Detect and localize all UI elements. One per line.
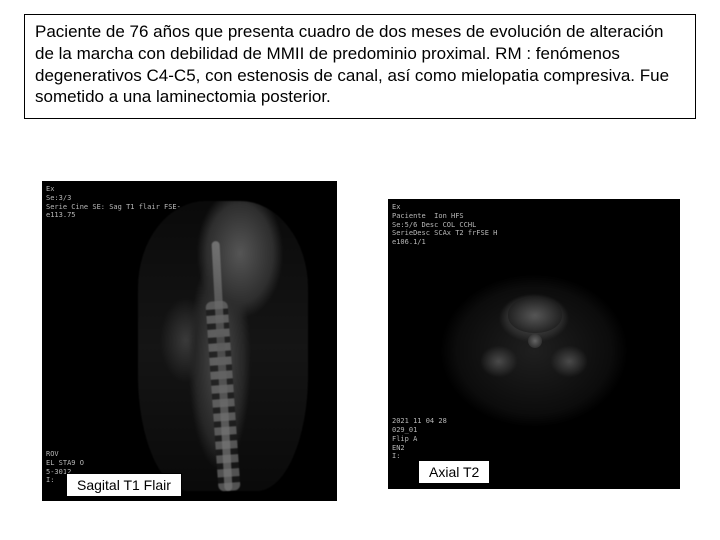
mri-vertebral-body — [508, 297, 562, 333]
image-panel-sagittal: Ex Se:3/3 Serie Cine SE: Sag T1 flair FS… — [42, 181, 337, 501]
mri-meta-top-right: Ex Paciente Ion HFS Se:5/6 Desc COL CCHL… — [392, 203, 497, 247]
slide: Paciente de 76 años que presenta cuadro … — [0, 0, 720, 540]
caption-axial: Axial T2 — [418, 460, 490, 484]
description-box: Paciente de 76 años que presenta cuadro … — [24, 14, 696, 119]
mri-meta-bottom-right: 2021 11 04 28 029_01 Flip A EN2 I: — [392, 417, 447, 461]
mri-spinal-canal — [528, 334, 542, 348]
image-panel-axial: Ex Paciente Ion HFS Se:5/6 Desc COL CCHL… — [388, 199, 680, 489]
mri-meta-top-left: Ex Se:3/3 Serie Cine SE: Sag T1 flair FS… — [46, 185, 181, 220]
description-text: Paciente de 76 años que presenta cuadro … — [35, 21, 685, 108]
caption-sagittal: Sagital T1 Flair — [66, 473, 182, 497]
